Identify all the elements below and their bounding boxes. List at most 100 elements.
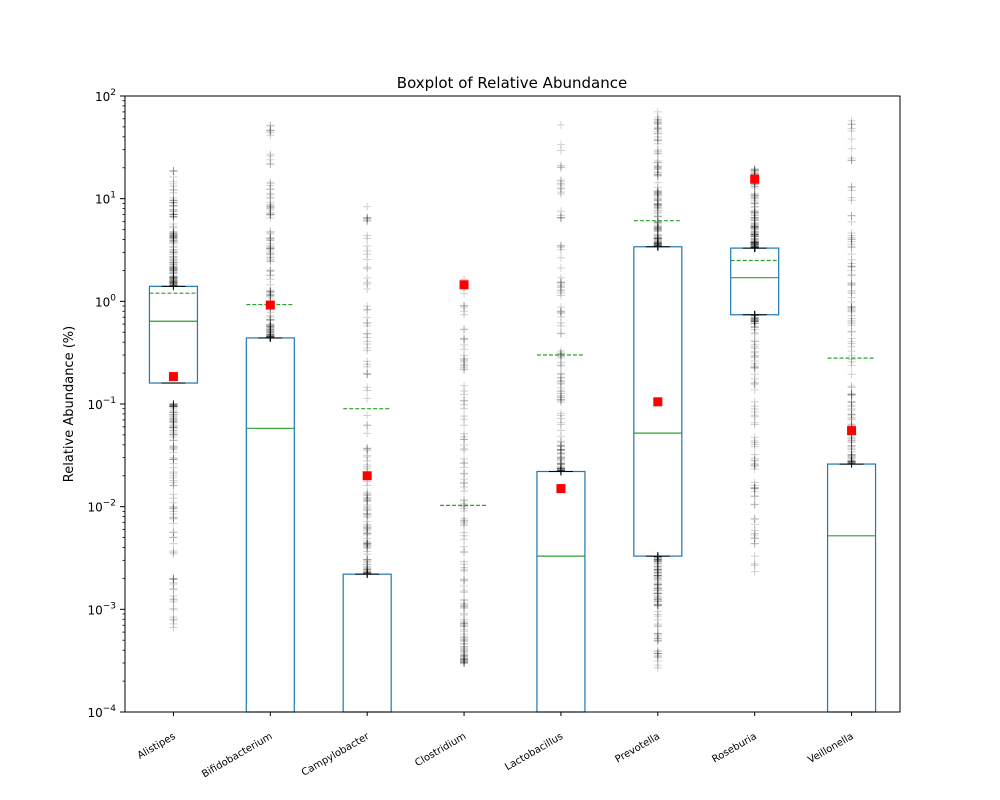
outlier-point bbox=[556, 373, 565, 382]
outlier-point bbox=[847, 297, 856, 306]
outlier-point bbox=[266, 332, 275, 341]
outlier-point bbox=[460, 365, 469, 374]
outlier-point bbox=[169, 232, 178, 241]
outlier-point bbox=[169, 426, 178, 435]
outlier-point bbox=[750, 237, 759, 246]
outlier-point bbox=[653, 124, 662, 133]
outlier-point bbox=[847, 361, 856, 370]
outlier-point bbox=[556, 438, 565, 447]
outlier-point bbox=[556, 283, 565, 292]
outlier-point bbox=[556, 278, 565, 287]
outlier-point bbox=[556, 185, 565, 194]
outlier-point bbox=[169, 281, 178, 290]
outlier-point bbox=[847, 436, 856, 445]
outlier-point bbox=[169, 406, 178, 415]
outlier-point bbox=[653, 190, 662, 199]
outlier-point bbox=[556, 463, 565, 472]
outlier-point bbox=[460, 516, 469, 525]
outlier-point bbox=[653, 555, 662, 564]
outlier-point bbox=[750, 224, 759, 233]
outlier-point bbox=[750, 165, 759, 174]
outlier-point bbox=[460, 496, 469, 505]
outlier-point bbox=[653, 238, 662, 247]
outlier-point bbox=[556, 273, 565, 282]
outlier-point bbox=[266, 330, 275, 339]
outlier-point bbox=[363, 521, 372, 530]
outlier-point bbox=[556, 453, 565, 462]
outlier-point bbox=[169, 528, 178, 537]
box-alistipes bbox=[148, 285, 199, 384]
outlier-point bbox=[847, 288, 856, 297]
outlier-point bbox=[847, 458, 856, 467]
outlier-point bbox=[556, 352, 565, 361]
outlier-point bbox=[169, 401, 178, 410]
y-tick-label: 10−3 bbox=[87, 601, 116, 617]
outlier-point bbox=[847, 452, 856, 461]
outlier-point bbox=[169, 278, 178, 287]
outlier-point bbox=[750, 208, 759, 217]
outlier-point bbox=[460, 396, 469, 405]
outlier-point bbox=[363, 421, 372, 430]
outlier-point bbox=[169, 408, 178, 417]
outlier-point bbox=[750, 484, 759, 493]
outlier-point bbox=[653, 569, 662, 578]
outlier-point bbox=[556, 395, 565, 404]
outlier-point bbox=[363, 496, 372, 505]
outlier-point bbox=[266, 330, 275, 339]
outlier-point bbox=[653, 574, 662, 583]
outlier-point bbox=[169, 259, 178, 268]
outlier-point bbox=[169, 513, 178, 522]
outlier-point bbox=[653, 223, 662, 232]
outlier-point bbox=[556, 307, 565, 316]
outlier-point bbox=[653, 553, 662, 562]
outlier-point bbox=[556, 393, 565, 402]
outlier-point bbox=[266, 287, 275, 296]
outlier-point bbox=[266, 255, 275, 264]
outlier-point bbox=[169, 273, 178, 282]
outlier-point bbox=[169, 210, 178, 219]
outlier-point bbox=[750, 484, 759, 493]
outlier-point bbox=[653, 107, 662, 116]
outlier-point bbox=[847, 337, 856, 346]
outlier-point bbox=[169, 177, 178, 186]
outlier-point bbox=[266, 202, 275, 211]
outlier-point bbox=[847, 390, 856, 399]
outlier-point bbox=[363, 529, 372, 538]
outlier-point bbox=[556, 437, 565, 446]
outlier-point bbox=[169, 229, 178, 238]
outlier-point bbox=[750, 337, 759, 346]
outlier-point bbox=[460, 575, 469, 584]
outlier-point bbox=[653, 589, 662, 598]
outlier-point bbox=[750, 487, 759, 496]
outlier-point bbox=[750, 319, 759, 328]
mean-marker bbox=[362, 471, 372, 481]
outlier-point bbox=[460, 658, 469, 667]
outlier-point bbox=[653, 119, 662, 128]
outlier-point bbox=[556, 361, 565, 370]
outlier-point bbox=[750, 230, 759, 239]
outlier-point bbox=[266, 250, 275, 259]
outlier-point bbox=[460, 432, 469, 441]
outlier-point bbox=[653, 631, 662, 640]
outlier-point bbox=[460, 604, 469, 613]
outlier-point bbox=[363, 369, 372, 378]
outlier-point bbox=[556, 309, 565, 318]
outlier-point bbox=[653, 200, 662, 209]
outlier-point bbox=[266, 184, 275, 193]
outlier-point bbox=[169, 448, 178, 457]
outlier-point bbox=[169, 574, 178, 583]
outlier-point bbox=[653, 576, 662, 585]
outlier-point bbox=[653, 565, 662, 574]
outlier-point bbox=[847, 404, 856, 413]
outlier-point bbox=[169, 455, 178, 464]
outlier-point bbox=[169, 502, 178, 511]
outlier-point bbox=[363, 555, 372, 564]
outlier-point bbox=[169, 195, 178, 204]
outlier-point bbox=[460, 602, 469, 611]
outlier-point bbox=[653, 119, 662, 128]
outlier-point bbox=[847, 455, 856, 464]
outlier-point bbox=[847, 262, 856, 271]
outlier-point bbox=[750, 418, 759, 427]
outlier-point bbox=[460, 446, 469, 455]
outlier-point bbox=[556, 379, 565, 388]
